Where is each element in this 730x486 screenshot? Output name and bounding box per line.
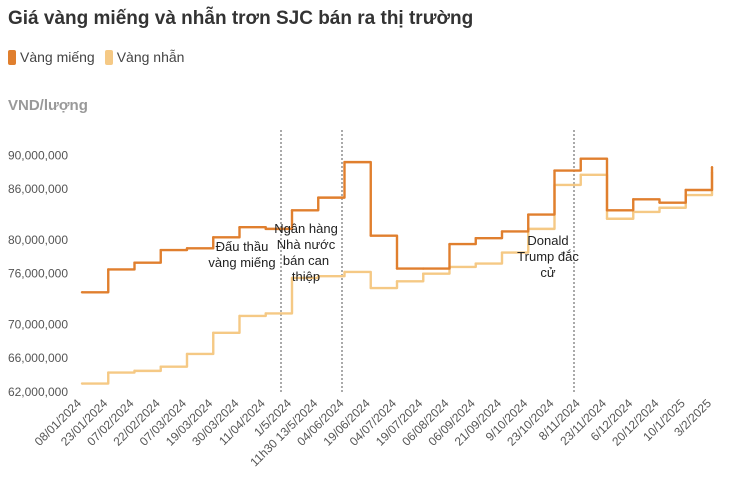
data-point-mieng	[212, 236, 215, 239]
series-line-mieng	[82, 157, 714, 294]
y-tick-label: 62,000,000	[8, 385, 68, 399]
data-point-nhan	[107, 371, 110, 374]
data-point-mieng	[605, 209, 609, 212]
y-tick-label: 86,000,000	[8, 182, 68, 196]
series-line-nhan	[82, 172, 714, 385]
legend-swatch-mieng	[8, 49, 16, 65]
data-point-mieng	[317, 196, 320, 199]
data-point-mieng	[710, 165, 714, 169]
data-point-mieng	[684, 188, 687, 192]
data-point-nhan	[500, 251, 504, 254]
data-point-nhan	[238, 314, 241, 318]
y-tick-label: 66,000,000	[8, 351, 68, 365]
data-point-nhan	[264, 312, 267, 315]
data-point-mieng	[474, 236, 477, 240]
data-point-mieng	[658, 201, 661, 204]
data-point-nhan	[422, 272, 425, 275]
data-point-mieng	[185, 247, 189, 250]
data-point-nhan	[317, 275, 320, 278]
y-tick-label: 90,000,000	[8, 148, 68, 162]
data-point-mieng	[290, 209, 294, 212]
data-point-nhan	[343, 270, 346, 274]
annotation-text: cử	[540, 265, 556, 280]
data-point-mieng	[395, 267, 399, 270]
legend-label-mieng: Vàng miếng	[20, 49, 95, 65]
y-tick-label: 80,000,000	[8, 233, 68, 247]
legend: Vàng miếng Vàng nhẫn	[8, 49, 184, 65]
annotation-text: thiệp	[292, 269, 320, 284]
y-axis-unit: VND/lượng	[8, 97, 88, 114]
y-tick-label: 70,000,000	[8, 317, 68, 331]
annotation-text: Donald	[527, 233, 568, 248]
data-point-nhan	[80, 382, 84, 385]
data-point-mieng	[579, 157, 582, 160]
annotation-text: bán can	[283, 253, 329, 268]
data-point-mieng	[238, 225, 241, 229]
data-point-mieng	[107, 268, 110, 271]
data-point-mieng	[448, 242, 451, 246]
chart-title: Giá vàng miếng và nhẫn trơn SJC bán ra t…	[8, 8, 474, 29]
data-point-nhan	[658, 206, 661, 209]
data-point-mieng	[632, 198, 635, 201]
data-point-nhan	[369, 286, 372, 290]
y-tick-label: 76,000,000	[8, 267, 68, 281]
data-point-nhan	[605, 217, 609, 220]
data-point-mieng	[422, 267, 425, 270]
data-point-nhan	[133, 369, 136, 373]
data-point-mieng	[159, 248, 162, 252]
data-point-nhan	[395, 280, 399, 283]
legend-item-mieng: Vàng miếng	[8, 49, 95, 65]
data-point-mieng	[553, 169, 556, 172]
data-point-mieng	[264, 227, 267, 231]
annotation-text: Trump đắc	[517, 249, 579, 264]
data-point-nhan	[159, 365, 162, 368]
data-point-mieng	[500, 230, 504, 233]
data-point-mieng	[343, 160, 346, 164]
data-point-mieng	[80, 291, 84, 294]
data-point-nhan	[185, 352, 189, 356]
data-point-nhan	[474, 262, 477, 265]
annotation-text: Nhà nước	[277, 237, 336, 252]
legend-item-nhan: Vàng nhẫn	[104, 49, 185, 65]
data-point-nhan	[579, 173, 582, 176]
data-point-mieng	[133, 261, 136, 264]
data-point-mieng	[527, 213, 530, 216]
legend-swatch-nhan	[104, 49, 113, 65]
data-point-nhan	[212, 331, 215, 335]
data-point-nhan	[290, 276, 294, 280]
annotation-text: Đấu thầu	[216, 239, 269, 254]
annotation-text: vàng miếng	[208, 255, 275, 270]
legend-label-nhan: Vàng nhẫn	[116, 49, 185, 65]
annotation-text: Ngân hàng	[274, 221, 338, 236]
data-point-mieng	[369, 234, 372, 237]
